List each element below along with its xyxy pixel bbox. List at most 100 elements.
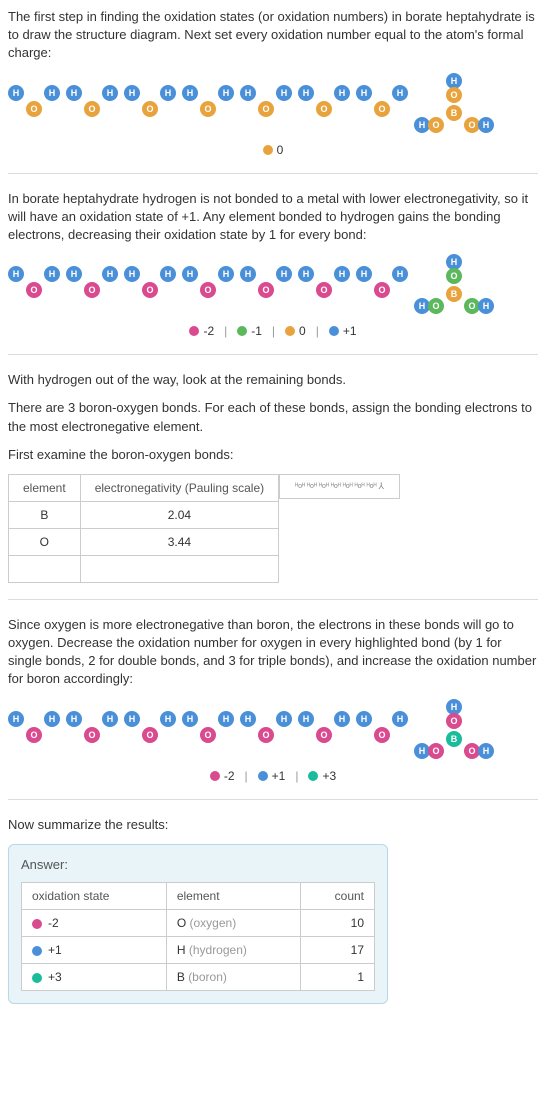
oxygen-atom: O [26,282,42,298]
legend-separator: | [295,769,298,783]
hydrogen-atom: H [356,85,372,101]
water-molecule: H O H [66,266,118,302]
en-cell [9,555,81,582]
hydrogen-atom: H [334,85,350,101]
oxygen-atom: O [374,727,390,743]
legend-3: -2|+1|+3 [8,769,538,783]
water-molecule: H O H [182,711,234,747]
oxygen-atom: O [428,298,444,314]
result-el: H (hydrogen) [166,936,300,963]
hydrogen-atom: H [124,85,140,101]
hydrogen-atom: H [392,85,408,101]
water-molecule: H O H [356,85,408,121]
legend-2: -2|-1|0|+1 [8,324,538,338]
intro-7: Now summarize the results: [8,816,538,834]
oxygen-atom: O [200,101,216,117]
legend-dot [189,326,199,336]
water-molecule: H O H [124,85,176,121]
hydrogen-atom: H [240,711,256,727]
legend-dot [329,326,339,336]
water-molecule: H O H [8,266,60,302]
water-molecule: H O H [356,711,408,747]
result-header-ct: count [300,882,374,909]
answer-title: Answer: [21,857,375,872]
mini-water: ᴴoᴴ [355,483,365,490]
water-molecule: H O H [240,266,292,302]
oxygen-atom: O [428,743,444,759]
legend-label: 0 [277,143,284,157]
intro-2: In borate heptahydrate hydrogen is not b… [8,190,538,245]
legend-separator: | [224,324,227,338]
oxygen-atom: O [374,282,390,298]
result-row: +3 B (boron) 1 [22,963,375,990]
hydrogen-atom: H [356,711,372,727]
hydrogen-atom: H [182,266,198,282]
oxygen-atom: O [258,282,274,298]
divider [8,599,538,600]
mini-water: ᴴoᴴ [295,483,305,490]
result-count: 1 [300,963,374,990]
water-molecule: H O H [240,85,292,121]
legend-dot [285,326,295,336]
hydrogen-atom: H [478,117,494,133]
hydrogen-atom: H [276,711,292,727]
hydrogen-atom: H [8,711,24,727]
intro-1: The first step in finding the oxidation … [8,8,538,63]
hydrogen-atom: H [160,711,176,727]
water-molecule: H O H [240,711,292,747]
ox-dot [32,946,42,956]
mini-water: ᴴoᴴ [367,483,377,490]
boron-atom: B [446,105,462,121]
hydrogen-atom: H [160,266,176,282]
ox-dot [32,919,42,929]
mini-water: ᴴoᴴ [343,483,353,490]
intro-6: Since oxygen is more electronegative tha… [8,616,538,689]
water-molecule: H O H [66,711,118,747]
hydrogen-atom: H [356,266,372,282]
legend-label: +3 [322,769,336,783]
result-el: B (boron) [166,963,300,990]
oxygen-atom: O [258,101,274,117]
hydrogen-atom: H [44,85,60,101]
hydrogen-atom: H [240,85,256,101]
water-molecule: H O H [124,266,176,302]
hydrogen-atom: H [218,266,234,282]
legend-dot [308,771,318,781]
legend-item: +1 [258,769,286,783]
hydrogen-atom: H [102,711,118,727]
hydrogen-atom: H [298,266,314,282]
hydrogen-atom: H [240,266,256,282]
legend-item: -2 [189,324,214,338]
water-molecule: H O H [8,85,60,121]
hydrogen-atom: H [124,266,140,282]
oxygen-atom: O [316,727,332,743]
intro-4: There are 3 boron-oxygen bonds. For each… [8,399,538,435]
hydrogen-atom: H [392,711,408,727]
boron-atom: B [446,286,462,302]
hydrogen-atom: H [44,711,60,727]
hydrogen-atom: H [392,266,408,282]
result-row: -2 O (oxygen) 10 [22,909,375,936]
oxygen-atom: O [200,282,216,298]
en-cell: O [9,528,81,555]
oxygen-atom: O [142,101,158,117]
hydrogen-atom: H [66,266,82,282]
oxygen-atom: O [26,101,42,117]
water-molecule: H O H [182,266,234,302]
hydrogen-atom: H [218,85,234,101]
oxygen-atom: O [374,101,390,117]
result-count: 10 [300,909,374,936]
hydrogen-atom: H [124,711,140,727]
legend-1: 0 [8,143,538,157]
borate-molecule: H O H O B O H [414,254,494,314]
answer-box: Answer: oxidation state element count -2… [8,844,388,1004]
oxygen-atom: O [84,282,100,298]
legend-label: -1 [251,324,262,338]
oxygen-atom: O [142,727,158,743]
water-molecule: H O H [124,711,176,747]
oxygen-atom: O [200,727,216,743]
hydrogen-atom: H [218,711,234,727]
result-header-ox: oxidation state [22,882,167,909]
hydrogen-atom: H [8,266,24,282]
hydrogen-atom: H [102,85,118,101]
